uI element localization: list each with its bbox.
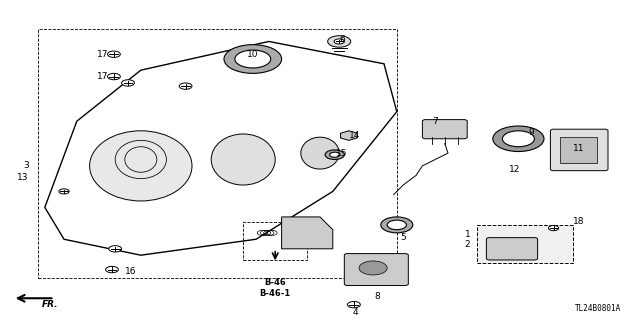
Polygon shape	[282, 217, 333, 249]
Circle shape	[334, 39, 344, 44]
FancyBboxPatch shape	[344, 254, 408, 286]
Circle shape	[122, 80, 134, 86]
Text: 13: 13	[17, 173, 29, 182]
Text: B-46-1: B-46-1	[260, 289, 291, 298]
Circle shape	[224, 45, 282, 73]
Text: 5: 5	[400, 233, 406, 242]
Ellipse shape	[90, 131, 192, 201]
Circle shape	[108, 73, 120, 80]
Text: 12: 12	[509, 165, 520, 174]
Text: 9: 9	[528, 128, 534, 137]
Text: FR.: FR.	[42, 300, 58, 309]
Polygon shape	[340, 131, 357, 140]
Text: 1: 1	[465, 230, 470, 239]
Text: 8: 8	[375, 292, 380, 301]
Circle shape	[502, 131, 534, 147]
Text: 14: 14	[349, 131, 360, 140]
Bar	[560, 137, 597, 163]
Text: 7: 7	[433, 117, 438, 126]
Circle shape	[493, 126, 544, 152]
Circle shape	[548, 226, 559, 231]
FancyBboxPatch shape	[550, 129, 608, 171]
Ellipse shape	[301, 137, 339, 169]
Circle shape	[179, 83, 192, 89]
Circle shape	[106, 266, 118, 273]
Text: 4: 4	[353, 308, 358, 317]
Circle shape	[59, 189, 69, 194]
Circle shape	[359, 261, 387, 275]
Ellipse shape	[211, 134, 275, 185]
Text: B-46: B-46	[264, 278, 286, 286]
Circle shape	[235, 50, 271, 68]
FancyBboxPatch shape	[422, 120, 467, 139]
Text: 11: 11	[573, 144, 584, 153]
Circle shape	[348, 301, 360, 308]
Text: 2: 2	[465, 240, 470, 249]
Text: 3: 3	[23, 161, 29, 170]
Circle shape	[109, 246, 122, 252]
FancyBboxPatch shape	[486, 238, 538, 260]
Bar	[477, 225, 573, 263]
Text: 17: 17	[97, 72, 109, 81]
Bar	[243, 222, 307, 260]
Circle shape	[108, 51, 120, 57]
Text: TL24B0801A: TL24B0801A	[575, 304, 621, 313]
Text: 6: 6	[340, 35, 345, 44]
Text: 18: 18	[573, 217, 584, 226]
Text: 10: 10	[247, 50, 259, 59]
Bar	[38, 29, 397, 278]
Circle shape	[387, 220, 406, 230]
Circle shape	[381, 217, 413, 233]
Text: 17: 17	[97, 50, 109, 59]
Circle shape	[330, 152, 340, 157]
Text: 16: 16	[125, 267, 136, 276]
Circle shape	[328, 36, 351, 47]
Circle shape	[325, 150, 344, 160]
Text: 15: 15	[336, 149, 348, 158]
